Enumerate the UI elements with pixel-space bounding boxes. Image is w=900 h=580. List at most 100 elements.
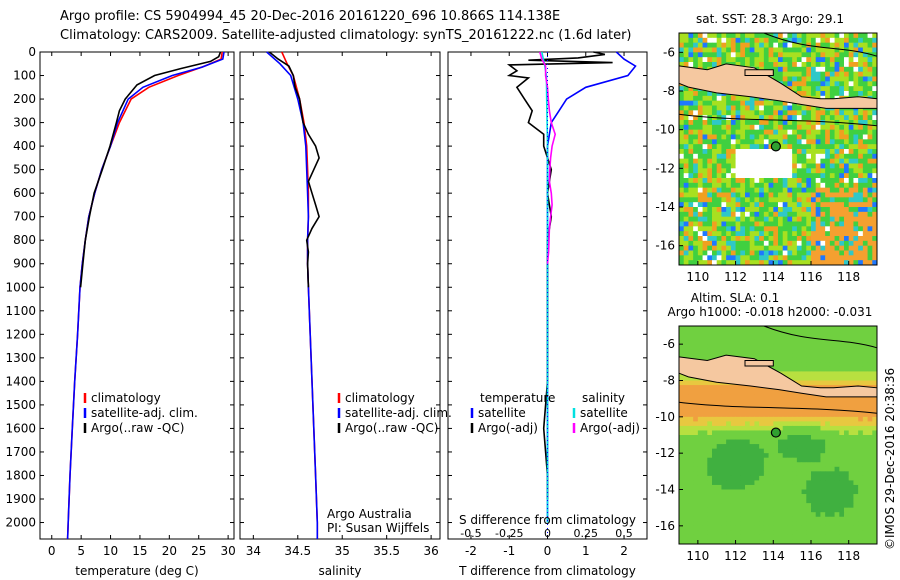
map-x-tick-label: 110 <box>686 270 709 284</box>
depth-tick-label: 1700 <box>5 445 36 459</box>
map-y-tick-label: -10 <box>655 123 675 137</box>
depth-contour <box>678 113 878 127</box>
depth-tick-label: 1000 <box>5 280 36 294</box>
depth-tick-label: 1800 <box>5 468 36 482</box>
sal-legend-label: climatology <box>345 391 415 405</box>
map-x-tick-label: 112 <box>724 549 747 563</box>
madura-island <box>744 360 774 367</box>
map-x-tick-label: 112 <box>724 270 747 284</box>
madura-island <box>744 69 774 76</box>
x-axis-label: T difference from climatology <box>458 564 636 578</box>
x-tick-label: 35.5 <box>373 544 400 558</box>
map-x-tick-label: 118 <box>837 270 860 284</box>
depth-tick-label: 200 <box>13 92 36 106</box>
x-tick-label: 1 <box>582 544 590 558</box>
x-tick-label: 0 <box>544 544 552 558</box>
depth-tick-label: 400 <box>13 139 36 153</box>
series-line-argo-raw-qc- <box>268 51 320 288</box>
x-tick-label: 25 <box>191 544 206 558</box>
map-y-tick-label: -14 <box>655 483 675 497</box>
x-tick-label: 15 <box>132 544 147 558</box>
depth-tick-label: 700 <box>13 210 36 224</box>
map-panel-1: 110 112 114 116 118 -6 -8 -10 -12 -14 -16 <box>655 32 878 284</box>
depth-tick-label: 1200 <box>5 327 36 341</box>
depth-tick-label: 0 <box>28 45 36 59</box>
series-line-climatology <box>66 51 223 540</box>
series-line-t-satellite <box>546 51 637 523</box>
depth-tick-label: 300 <box>13 116 36 130</box>
depth-tick-label: 1400 <box>5 374 36 388</box>
x-axis-label: temperature (deg C) <box>75 564 198 578</box>
sal-legend-label: Argo(..raw -QC) <box>345 421 438 435</box>
depth-contour <box>678 401 878 414</box>
map-y-tick-label: -6 <box>663 45 675 59</box>
map-frame <box>678 32 878 266</box>
map-y-tick-label: -12 <box>655 161 675 175</box>
series-line-argo-raw-qc- <box>79 51 222 288</box>
diff-legend-sal-label: satellite <box>580 406 628 420</box>
x-tick-label: 35 <box>335 544 350 558</box>
depth-tick-label: 800 <box>13 233 36 247</box>
depth-contour <box>763 32 878 57</box>
x-tick-label: -1 <box>503 544 515 558</box>
plot-frame-0 <box>39 51 235 540</box>
depth-tick-label: 1900 <box>5 492 36 506</box>
x-tick-label: 5 <box>77 544 85 558</box>
argo-float-marker <box>770 427 781 438</box>
x-tick-label: 10 <box>103 544 118 558</box>
map-y-tick-label: -16 <box>655 239 675 253</box>
chart-header-line2: Climatology: CARS2009. Satellite-adjuste… <box>60 28 632 43</box>
depth-tick-label: 1600 <box>5 421 36 435</box>
sla-map-title: Altim. SLA: 0.1 <box>691 291 779 305</box>
sst-map-title: sat. SST: 28.3 Argo: 29.1 <box>696 12 844 26</box>
sla-map-subtitle: Argo h1000: -0.018 h2000: -0.031 <box>668 305 873 319</box>
diff-legend-temp-label: satellite <box>478 406 526 420</box>
series-line-satellite-adj-clim- <box>266 51 319 539</box>
depth-tick-label: 1300 <box>5 351 36 365</box>
temp-legend-label: satellite-adj. clim. <box>91 406 198 420</box>
series-line-s-satellite <box>541 51 549 523</box>
x-tick-label: 30 <box>220 544 235 558</box>
diff-legend-sal-title: salinity <box>582 391 625 405</box>
map-frame <box>678 325 878 545</box>
x-tick-label: 0 <box>48 544 56 558</box>
map-x-tick-label: 116 <box>800 270 823 284</box>
x-tick-label: 20 <box>162 544 177 558</box>
map-y-tick-label: -6 <box>663 337 675 351</box>
s-diff-tick-label: 0.5 <box>615 527 633 540</box>
x-tick-label: 34.5 <box>284 544 311 558</box>
map-x-tick-label: 110 <box>686 549 709 563</box>
x-tick-label: 36 <box>423 544 438 558</box>
depth-contour <box>763 325 878 349</box>
map-x-tick-label: 116 <box>800 549 823 563</box>
s-diff-tick-label: 0 <box>544 527 551 540</box>
depth-tick-label: 900 <box>13 257 36 271</box>
argo-float-marker <box>770 141 781 152</box>
series-line-satellite-adj-clim- <box>66 51 225 540</box>
x-tick-label: 2 <box>620 544 628 558</box>
depth-tick-label: 600 <box>13 186 36 200</box>
map-x-tick-label: 114 <box>762 549 785 563</box>
s-diff-tick-label: -0.5 <box>460 527 481 540</box>
map-y-tick-label: -8 <box>663 374 675 388</box>
diff-legend-temp-label: Argo(-adj) <box>478 421 538 435</box>
map-y-tick-label: -8 <box>663 84 675 98</box>
depth-tick-label: 1500 <box>5 398 36 412</box>
map-y-tick-label: -16 <box>655 519 675 533</box>
diff-legend-temp-title: temperature <box>480 391 555 405</box>
map-x-tick-label: 114 <box>762 270 785 284</box>
x-axis-label: salinity <box>318 564 361 578</box>
map-y-tick-label: -10 <box>655 410 675 424</box>
depth-tick-label: 500 <box>13 163 36 177</box>
copyright-stamp: ©IMOS 29-Dec-2016 20:38:36 <box>883 368 897 550</box>
series-line-s-argo-adj- <box>539 51 557 264</box>
pi-name-label: PI: Susan Wijffels <box>327 521 429 535</box>
diff-legend-sal-label: Argo(-adj) <box>580 421 640 435</box>
depth-tick-label: 2000 <box>5 516 36 530</box>
temp-legend-label: climatology <box>91 391 161 405</box>
x-tick-label: 34 <box>246 544 261 558</box>
x-tick-label: -2 <box>465 544 477 558</box>
float-owner-label: Argo Australia <box>327 507 412 521</box>
s-diff-axis-title: S difference from climatology <box>459 513 636 527</box>
